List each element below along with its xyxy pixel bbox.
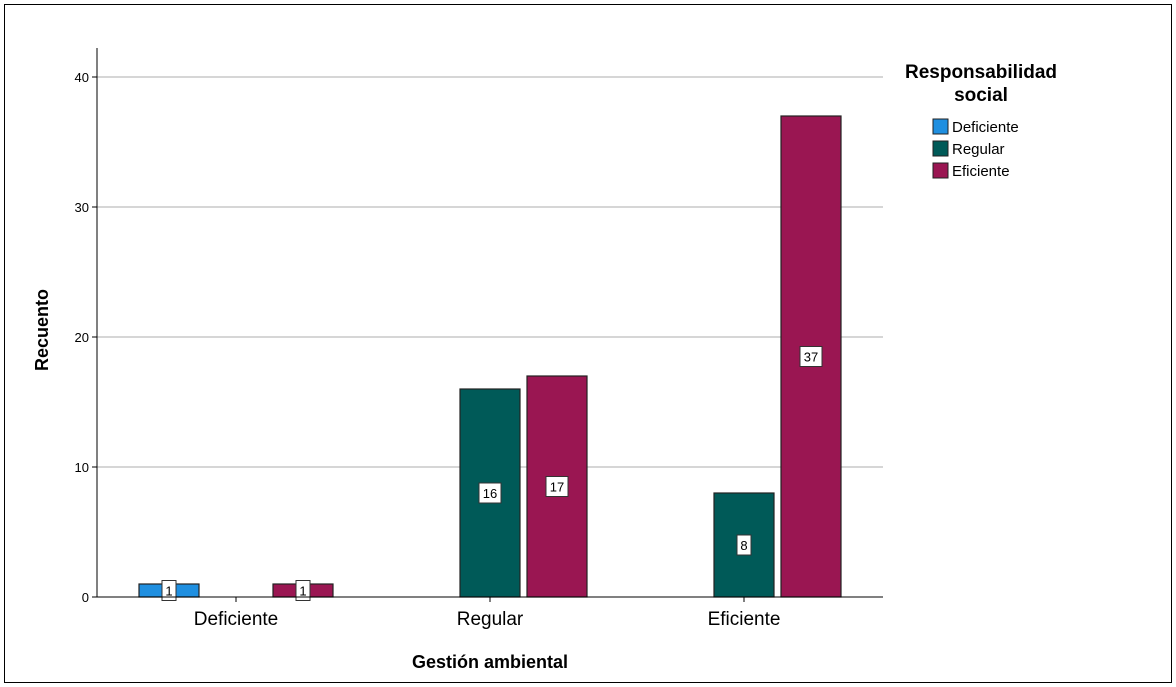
- x-tick-label: Deficiente: [194, 609, 279, 630]
- x-axis-title: Gestión ambiental: [412, 652, 568, 672]
- y-tick-label: 20: [75, 330, 89, 345]
- data-label: 17: [550, 480, 564, 495]
- legend-label: Regular: [952, 141, 1005, 158]
- x-tick-label: Regular: [457, 609, 524, 630]
- y-axis-title: Recuento: [32, 289, 52, 371]
- data-label: 16: [483, 486, 497, 501]
- x-axis: Deficiente Regular Eficiente: [97, 596, 883, 630]
- legend: Responsabilidad social Deficiente Regular…: [905, 62, 1057, 180]
- data-label-box: [295, 580, 311, 601]
- y-tick-label: 40: [75, 70, 89, 85]
- data-label: 1: [299, 584, 306, 599]
- data-label-box: [478, 482, 502, 504]
- chart-frame: [4, 4, 1172, 683]
- data-label: 37: [804, 350, 818, 365]
- data-label-box: [736, 534, 752, 556]
- legend-label: Eficiente: [952, 163, 1010, 180]
- x-tick-label: Eficiente: [708, 609, 781, 630]
- y-tick-label: 0: [82, 590, 89, 605]
- y-tick-label: 30: [75, 200, 89, 215]
- legend-title-line1: Responsabilidad: [905, 62, 1057, 83]
- legend-swatch: [932, 118, 949, 135]
- bars: 1 1 16 17 8 37: [138, 115, 842, 601]
- y-tick-label: 10: [75, 460, 89, 475]
- data-label-box: [799, 346, 823, 367]
- data-label: 1: [165, 584, 172, 599]
- legend-items: Deficiente Regular Eficiente: [932, 118, 1019, 180]
- legend-swatch: [932, 140, 949, 157]
- y-axis: 0 10 20 30 40: [75, 48, 98, 605]
- data-label-box: [161, 580, 177, 601]
- legend-label: Deficiente: [952, 119, 1019, 136]
- legend-title-line2: social: [954, 85, 1008, 106]
- legend-swatch: [932, 162, 949, 179]
- data-label: 8: [740, 538, 747, 553]
- data-label-box: [545, 476, 569, 497]
